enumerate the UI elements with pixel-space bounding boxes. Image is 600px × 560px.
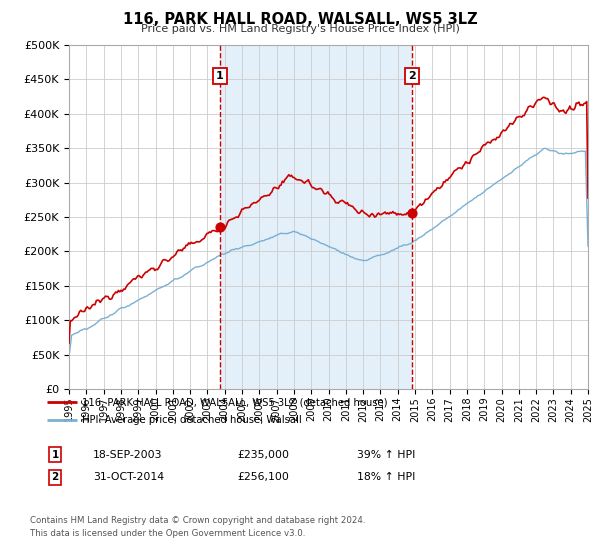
Text: 2: 2 — [52, 472, 59, 482]
Text: 18-SEP-2003: 18-SEP-2003 — [93, 450, 163, 460]
Text: Price paid vs. HM Land Registry's House Price Index (HPI): Price paid vs. HM Land Registry's House … — [140, 24, 460, 34]
Text: This data is licensed under the Open Government Licence v3.0.: This data is licensed under the Open Gov… — [30, 529, 305, 538]
Text: 1: 1 — [52, 450, 59, 460]
Text: Contains HM Land Registry data © Crown copyright and database right 2024.: Contains HM Land Registry data © Crown c… — [30, 516, 365, 525]
Text: 39% ↑ HPI: 39% ↑ HPI — [357, 450, 415, 460]
Text: HPI: Average price, detached house, Walsall: HPI: Average price, detached house, Wals… — [82, 415, 302, 424]
Text: 18% ↑ HPI: 18% ↑ HPI — [357, 472, 415, 482]
Text: 1: 1 — [216, 71, 224, 81]
Text: 116, PARK HALL ROAD, WALSALL, WS5 3LZ (detached house): 116, PARK HALL ROAD, WALSALL, WS5 3LZ (d… — [82, 398, 388, 407]
Bar — [220, 45, 412, 389]
Text: £235,000: £235,000 — [237, 450, 289, 460]
Text: 31-OCT-2014: 31-OCT-2014 — [93, 472, 164, 482]
Text: 2: 2 — [408, 71, 416, 81]
Text: 116, PARK HALL ROAD, WALSALL, WS5 3LZ: 116, PARK HALL ROAD, WALSALL, WS5 3LZ — [122, 12, 478, 27]
Point — [407, 208, 417, 217]
Point — [215, 223, 224, 232]
Text: £256,100: £256,100 — [237, 472, 289, 482]
